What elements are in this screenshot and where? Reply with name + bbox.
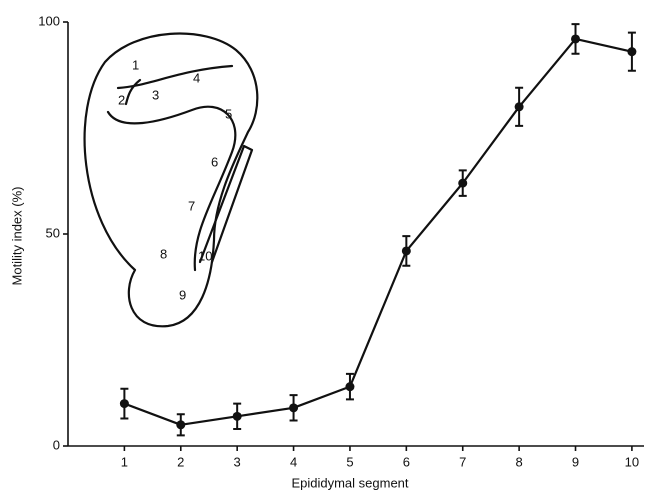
data-point: [345, 382, 355, 392]
inset-label: 8: [160, 246, 167, 261]
x-axis-label: Epididymal segment: [291, 475, 408, 490]
inset-label: 9: [179, 287, 186, 302]
x-tick-label: 9: [572, 454, 579, 469]
inset-label: 5: [225, 106, 232, 121]
x-tick-label: 8: [516, 454, 523, 469]
x-tick-label: 4: [290, 454, 297, 469]
data-point: [401, 246, 411, 256]
inset-tube: [198, 144, 254, 264]
inset-label: 10: [198, 248, 212, 263]
inset-label: 6: [211, 154, 218, 169]
inset-duct: [106, 105, 237, 272]
y-tick-label: 50: [46, 225, 60, 240]
inset-label: 7: [188, 198, 195, 213]
data-point: [514, 102, 524, 112]
data-point: [627, 47, 637, 57]
x-tick-label: 7: [459, 454, 466, 469]
inset-outline: [83, 32, 259, 328]
y-tick-label: 100: [38, 13, 60, 28]
data-line: [124, 37, 633, 426]
data-point: [119, 399, 129, 409]
x-tick-label: 10: [625, 454, 639, 469]
x-tick-label: 1: [121, 454, 128, 469]
inset-label: 1: [132, 57, 139, 72]
inset-label: 3: [152, 87, 159, 102]
inset-duct: [124, 78, 142, 106]
x-tick-label: 6: [403, 454, 410, 469]
data-point: [232, 411, 242, 421]
x-tick-label: 5: [346, 454, 353, 469]
y-axis-label: Motility index (%): [9, 187, 24, 286]
x-tick-label: 2: [177, 454, 184, 469]
inset-label: 4: [193, 70, 200, 85]
data-point: [289, 403, 299, 413]
y-tick-label: 0: [53, 437, 60, 452]
data-point: [458, 178, 468, 188]
inset-diagram: 1 2 3 4 5 6 7 8 9 10: [83, 32, 259, 328]
x-tick-label: 3: [234, 454, 241, 469]
inset-duct: [116, 64, 234, 90]
data-point: [571, 34, 581, 44]
inset-label: 2: [118, 92, 125, 107]
data-point: [176, 420, 186, 430]
